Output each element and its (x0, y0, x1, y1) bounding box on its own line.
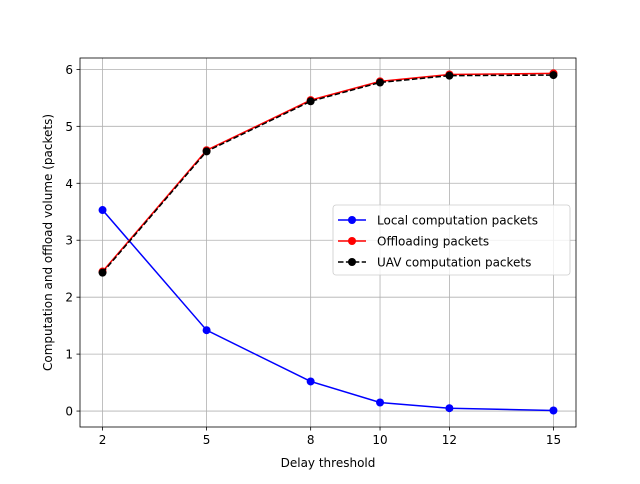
data-point (98, 206, 107, 215)
y-tick-label: 5 (65, 120, 73, 134)
y-tick-label: 0 (65, 405, 73, 419)
data-point (376, 398, 385, 407)
legend-marker (348, 216, 356, 224)
legend-label: Local computation packets (377, 214, 538, 228)
series-line (101, 74, 554, 274)
data-point (549, 406, 558, 415)
x-tick-label: 12 (442, 433, 457, 447)
data-point (98, 268, 107, 277)
y-tick-label: 1 (65, 348, 73, 362)
data-point (445, 404, 454, 413)
data-point (202, 147, 211, 156)
x-tick-label: 2 (99, 433, 107, 447)
x-tick-label: 5 (203, 433, 211, 447)
series-line (101, 209, 554, 412)
data-point (549, 71, 558, 80)
data-point (306, 377, 315, 386)
legend: Local computation packets Offloading pack… (332, 204, 571, 276)
data-point (202, 326, 211, 335)
data-point (306, 97, 315, 106)
plot-frame (79, 57, 577, 428)
legend-label: UAV computation packets (377, 256, 531, 270)
legend-marker (348, 237, 356, 245)
legend-marker (348, 258, 356, 266)
series-layer (98, 69, 558, 415)
series-3 (98, 71, 558, 277)
legend-label: Offloading packets (377, 235, 489, 249)
x-axis-label: Delay threshold (281, 456, 376, 470)
y-tick-label: 6 (65, 63, 73, 77)
legend-box (332, 204, 571, 276)
y-axis-label: Computation and offload volume (packets) (41, 114, 55, 371)
series-1 (98, 206, 558, 415)
data-point (376, 78, 385, 87)
y-tick-label: 2 (65, 291, 73, 305)
x-tick-label: 8 (307, 433, 315, 447)
y-tick-label: 3 (65, 234, 73, 248)
x-tick-label: 15 (546, 433, 561, 447)
x-tick-label: 10 (372, 433, 387, 447)
y-tick-label: 4 (65, 177, 73, 191)
data-point (445, 71, 454, 80)
series-line (101, 72, 554, 273)
